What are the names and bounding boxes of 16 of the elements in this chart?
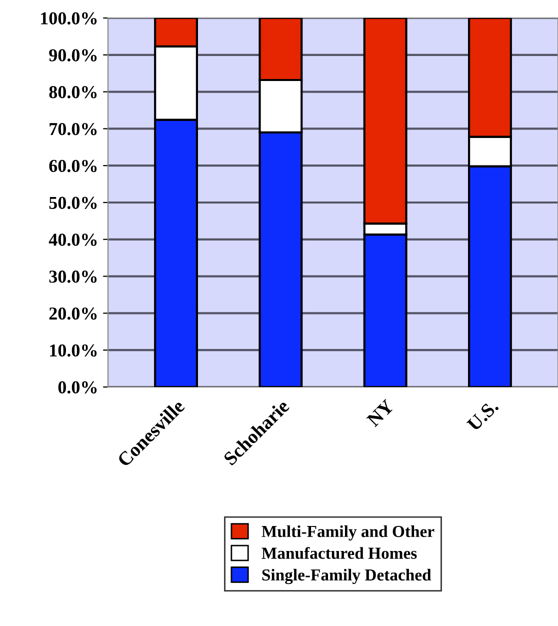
y-tick-label: 60.0% — [49, 160, 97, 172]
y-tick-label: 40.0% — [48, 234, 97, 246]
legend-label: Manufactured Homes — [262, 546, 417, 559]
x-tick-label: NY — [366, 398, 395, 428]
legend-label: Multi-Family and Other — [262, 525, 434, 541]
y-tick-label: 80.0% — [49, 86, 97, 98]
y-tick-label: 90.0% — [49, 49, 97, 62]
legend-label: Single-Family Detached — [262, 568, 432, 584]
y-tick-label: 0.0% — [58, 381, 97, 394]
x-tick-label: U.S. — [466, 399, 500, 432]
y-tick-label: 100.0% — [41, 12, 97, 25]
y-tick-label: 30.0% — [49, 270, 97, 283]
y-tick-label: 50.0% — [49, 196, 97, 210]
y-tick-label: 10.0% — [50, 344, 97, 357]
y-tick-label: 20.0% — [49, 307, 97, 320]
y-tick-label: 70.0% — [50, 122, 97, 136]
